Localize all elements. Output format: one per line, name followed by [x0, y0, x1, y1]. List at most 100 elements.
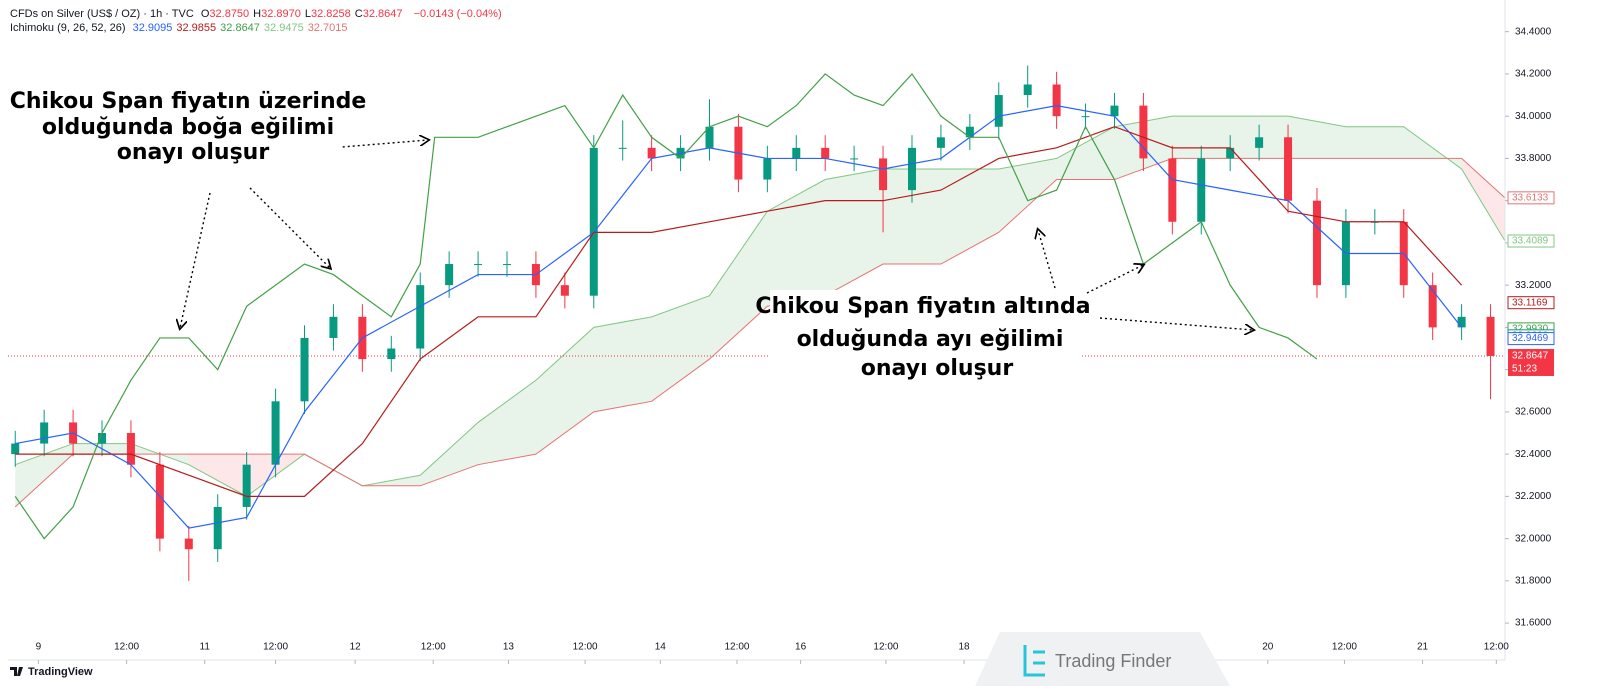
tv-icon [10, 667, 23, 676]
cloud-segment [1345, 126, 1404, 159]
watermark-text: Trading Finder [1055, 651, 1171, 671]
x-tick-label: 12:00 [421, 642, 446, 653]
price-label-box [1508, 348, 1554, 376]
candle-body [416, 285, 425, 349]
x-tick-label: 12:00 [1484, 642, 1509, 653]
price-label: 33.1169 [1512, 297, 1548, 308]
candle-body [1312, 200, 1321, 286]
price-label: 32.8647 [1512, 351, 1549, 362]
cloud-segment [593, 316, 652, 412]
candle-body [271, 401, 280, 465]
x-tick-label: 12 [350, 642, 362, 653]
candle-body [821, 147, 830, 159]
candle-body [503, 264, 511, 266]
annotation-line: olduğunda ayı eğilimi [797, 327, 1064, 352]
indicator-value: 32.9475 [263, 22, 304, 34]
candle-body [850, 158, 859, 160]
ohlc-key: C [354, 8, 363, 20]
x-tick-label: 20 [1262, 642, 1274, 653]
price-label-box [1507, 296, 1555, 310]
watermark: Trading Finder [975, 632, 1230, 686]
candle-body [1457, 316, 1466, 328]
indicator-value: 32.8647 [220, 22, 260, 34]
indicator-line [15, 105, 1463, 529]
x-tick-label: 9 [36, 642, 42, 653]
indicator-values: 32.9095 32.9855 32.8647 32.9475 32.7015 [133, 22, 352, 34]
candle-body [184, 538, 193, 550]
ohlc-key: O [200, 8, 210, 20]
price-label: 33.4089 [1512, 236, 1549, 247]
x-tick-label: 12:00 [573, 642, 598, 653]
ohlc-value: 32.8258 [311, 8, 351, 20]
header-line-2: Ichimoku (9, 26, 52, 26) 32.9095 32.9855 3… [10, 22, 355, 34]
candle-body [589, 147, 598, 296]
candle-body [98, 433, 107, 444]
candle-body [1023, 84, 1032, 96]
y-tick-label: 34.4000 [1515, 26, 1552, 37]
indicator-line [15, 126, 1463, 497]
candle-body [40, 422, 49, 444]
arrow [1086, 265, 1143, 294]
candle-body [763, 158, 772, 180]
arrow [249, 187, 330, 268]
candle-body [965, 126, 974, 138]
candle-body [1284, 137, 1293, 201]
candle-body [387, 348, 396, 360]
candle-body [1255, 137, 1264, 148]
candle-body [1139, 105, 1148, 159]
price-label: 32.9930 [1512, 324, 1549, 335]
header-line-1: CFDs on Silver (US$ / OZ) · 1h · TVC O32… [10, 8, 506, 20]
x-tick-label: 12:00 [1332, 642, 1357, 653]
y-tick-label: 33.8000 [1515, 153, 1552, 164]
cloud-segment [767, 179, 826, 307]
candle-body [445, 264, 454, 286]
y-tick-label: 32.4000 [1515, 449, 1552, 460]
annotation-line: olduğunda boğa eğilimi [42, 115, 334, 140]
y-tick-label: 32.6000 [1515, 407, 1552, 418]
candle-body [647, 147, 656, 159]
x-tick-label: 12:00 [263, 642, 288, 653]
candle-body [155, 464, 164, 539]
price-countdown: 51:23 [1512, 364, 1537, 375]
annotation-line: onayı oluşur [117, 140, 270, 165]
cloud-segment [709, 211, 768, 360]
candle-body [560, 285, 569, 296]
plot-layer [8, 65, 1506, 581]
annotation-bg [40, 85, 340, 167]
cloud-segment [998, 158, 1057, 233]
price-label: 32.9469 [1512, 333, 1549, 344]
candle-body [213, 506, 222, 550]
indicator-line [14, 72, 1318, 540]
ohlc-value: 32.8647 [362, 8, 403, 20]
candle-body [300, 337, 309, 402]
candle-body [11, 443, 20, 455]
arrow [1038, 230, 1056, 289]
ohlc-value: 32.8970 [261, 8, 301, 20]
annotation-bg [770, 290, 1080, 382]
candle-body [1197, 158, 1206, 222]
x-tick-label: 12:00 [873, 642, 898, 653]
watermark-bg [975, 632, 1230, 686]
y-tick-label: 31.6000 [1515, 618, 1552, 629]
annotation-line: Chikou Span fiyatın üzerinde [10, 89, 367, 114]
x-tick-label: 11 [200, 642, 211, 653]
cloud-segment [478, 380, 536, 465]
indicator: Ichimoku (9, 26, 52, 26) [10, 22, 126, 34]
candle-body [474, 264, 483, 266]
tv-text: TradingView [28, 666, 93, 678]
price-label-box [1507, 332, 1555, 346]
candle-body [126, 433, 135, 465]
cloud-segment [535, 327, 594, 455]
ohlc: O32.8750 H32.8970 L32.8258 C32.8647 [201, 8, 407, 20]
tv-logo: TradingView [10, 666, 93, 678]
candle-body [1110, 105, 1119, 117]
x-tick-label: 21 [1417, 642, 1429, 653]
candle-body [1428, 285, 1437, 328]
x-tick-label: 16 [795, 642, 807, 653]
cloud-segment [188, 454, 247, 497]
y-tick-label: 34.2000 [1515, 69, 1552, 80]
candle-body [329, 316, 338, 338]
cloud-segment [420, 422, 479, 486]
cloud-segment [651, 295, 710, 402]
candle-body [705, 126, 714, 148]
